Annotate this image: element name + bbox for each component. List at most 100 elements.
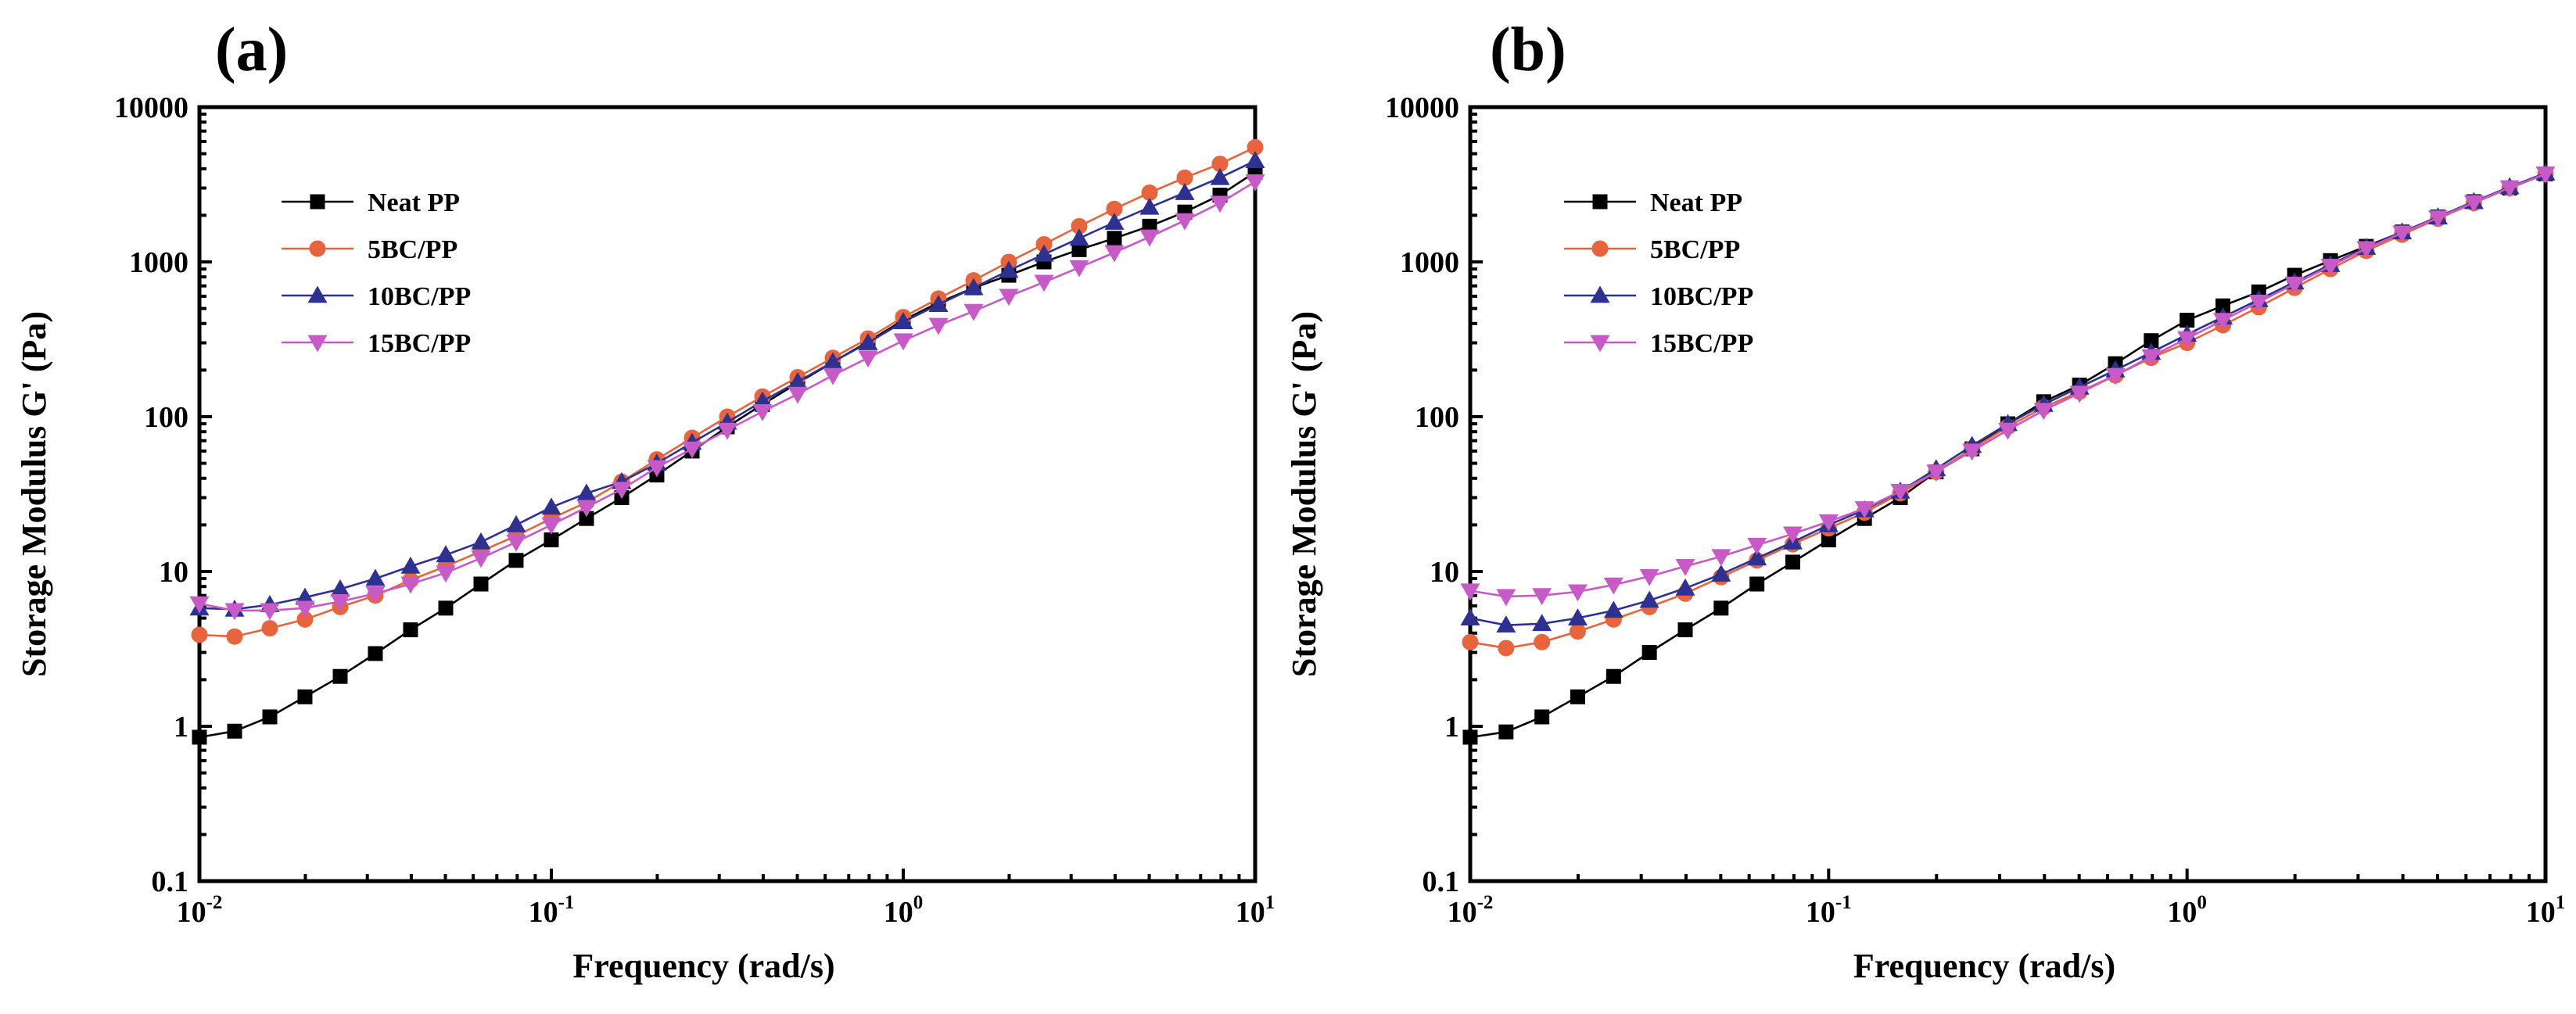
legend-marker bbox=[1592, 194, 1608, 210]
data-point-10bc-pp bbox=[1532, 614, 1552, 632]
legend-label: 15BC/PP bbox=[368, 329, 471, 358]
data-point-neat-pp bbox=[438, 600, 454, 616]
data-point-15bc-pp bbox=[2320, 258, 2341, 276]
y-tick-label: 10 bbox=[159, 556, 188, 589]
data-point-15bc-pp bbox=[1926, 464, 1946, 482]
data-point-15bc-pp bbox=[1210, 195, 1230, 213]
data-point-5bc-pp bbox=[1498, 640, 1515, 657]
series-neat-pp bbox=[192, 164, 1263, 745]
x-tick-base: 10 bbox=[1448, 896, 1477, 929]
data-point-5bc-pp bbox=[1035, 235, 1053, 253]
data-point-15bc-pp bbox=[189, 596, 210, 614]
data-point-10bc-pp bbox=[999, 260, 1019, 278]
series-10bc-pp bbox=[1460, 163, 2556, 633]
panel-label-a: (a) bbox=[215, 16, 288, 84]
data-point-15bc-pp bbox=[365, 586, 386, 604]
data-point-10bc-pp bbox=[436, 545, 456, 563]
data-point-neat-pp bbox=[1785, 554, 1800, 570]
series-line-neat-pp bbox=[1469, 173, 2546, 739]
data-point-15bc-pp bbox=[928, 317, 949, 335]
data-point-neat-pp bbox=[1071, 242, 1087, 257]
y-tick-label: 100 bbox=[1415, 401, 1459, 434]
x-tick-base: 10 bbox=[1806, 896, 1835, 929]
data-point-neat-pp bbox=[1498, 724, 1514, 740]
data-point-10bc-pp bbox=[1603, 600, 1623, 618]
y-tick-label: 1 bbox=[174, 711, 188, 743]
y-tick-label: 0.1 bbox=[152, 865, 189, 898]
data-point-15bc-pp bbox=[224, 603, 245, 621]
data-point-15bc-pp bbox=[1034, 274, 1054, 292]
series-line-5bc-pp bbox=[199, 146, 1256, 638]
x-tick-exponent: -2 bbox=[206, 892, 223, 913]
data-point-10bc-pp bbox=[893, 312, 913, 330]
data-point-5bc-pp bbox=[1462, 633, 1479, 650]
data-point-10bc-pp bbox=[928, 295, 949, 312]
data-point-5bc-pp bbox=[1106, 200, 1123, 217]
data-point-5bc-pp bbox=[1211, 156, 1229, 173]
data-point-neat-pp bbox=[1749, 576, 1765, 592]
data-point-15bc-pp bbox=[963, 303, 984, 321]
y-tick-label: 1000 bbox=[1400, 246, 1459, 279]
x-tick-exponent: -2 bbox=[1477, 892, 1494, 913]
data-point-10bc-pp bbox=[1747, 548, 1767, 566]
data-point-neat-pp bbox=[227, 723, 242, 739]
legend-marker bbox=[307, 285, 328, 303]
legend-item-10bc-pp: 10BC/PP bbox=[1564, 282, 1753, 311]
data-point-15bc-pp bbox=[2069, 385, 2090, 403]
legend-marker bbox=[310, 194, 325, 210]
series-line-5bc-pp bbox=[1469, 173, 2546, 650]
data-point-10bc-pp bbox=[1104, 212, 1125, 230]
data-point-15bc-pp bbox=[1460, 583, 1480, 601]
data-point-15bc-pp bbox=[1104, 245, 1125, 263]
data-point-10bc-pp bbox=[1034, 244, 1054, 262]
data-point-15bc-pp bbox=[717, 422, 737, 440]
x-tick-label: 101 bbox=[2526, 892, 2566, 929]
data-point-neat-pp bbox=[192, 729, 207, 745]
x-tick-exponent: -1 bbox=[1835, 892, 1852, 913]
data-point-neat-pp bbox=[2144, 333, 2159, 349]
legend-label: 10BC/PP bbox=[368, 282, 471, 311]
legend-label: 5BC/PP bbox=[368, 235, 457, 264]
y-tick-label: 0.1 bbox=[1423, 865, 1460, 898]
series-line-15bc-pp bbox=[1469, 173, 2546, 598]
data-point-15bc-pp bbox=[1567, 584, 1588, 602]
data-point-neat-pp bbox=[2215, 298, 2231, 314]
data-point-15bc-pp bbox=[506, 534, 526, 552]
data-point-neat-pp bbox=[2180, 313, 2195, 328]
data-point-10bc-pp bbox=[1496, 615, 1516, 633]
legend-item-neat-pp: Neat PP bbox=[282, 188, 460, 217]
x-tick-base: 10 bbox=[2526, 896, 2556, 929]
data-point-10bc-pp bbox=[823, 352, 843, 370]
data-point-10bc-pp bbox=[788, 371, 808, 389]
series-line-10bc-pp bbox=[199, 159, 1256, 611]
legend-marker bbox=[1591, 240, 1609, 257]
data-point-5bc-pp bbox=[1569, 623, 1586, 640]
legend-marker bbox=[1590, 335, 1610, 353]
data-point-15bc-pp bbox=[1747, 537, 1767, 555]
data-point-neat-pp bbox=[1534, 709, 1550, 725]
data-point-15bc-pp bbox=[1532, 588, 1552, 606]
y-tick-label: 10 bbox=[1430, 556, 1459, 589]
series-5bc-pp bbox=[191, 138, 1264, 645]
data-point-15bc-pp bbox=[647, 460, 667, 478]
data-point-10bc-pp bbox=[471, 532, 491, 550]
data-point-15bc-pp bbox=[400, 576, 421, 594]
data-point-15bc-pp bbox=[1603, 577, 1623, 595]
series-15bc-pp bbox=[1460, 167, 2556, 607]
y-tick-label: 10000 bbox=[1385, 91, 1459, 124]
legend-item-10bc-pp: 10BC/PP bbox=[282, 282, 471, 311]
data-point-10bc-pp bbox=[295, 587, 315, 605]
data-point-10bc-pp bbox=[400, 556, 421, 574]
legend-item-5bc-pp: 5BC/PP bbox=[282, 235, 457, 264]
data-point-10bc-pp bbox=[365, 568, 386, 586]
x-axis-title: Frequency (rad/s) bbox=[572, 947, 834, 985]
data-point-10bc-pp bbox=[506, 514, 526, 532]
data-point-15bc-pp bbox=[541, 518, 561, 535]
data-point-10bc-pp bbox=[1069, 228, 1089, 246]
data-point-15bc-pp bbox=[2248, 295, 2269, 312]
series-neat-pp bbox=[1462, 166, 2553, 745]
data-point-10bc-pp bbox=[1711, 564, 1731, 582]
